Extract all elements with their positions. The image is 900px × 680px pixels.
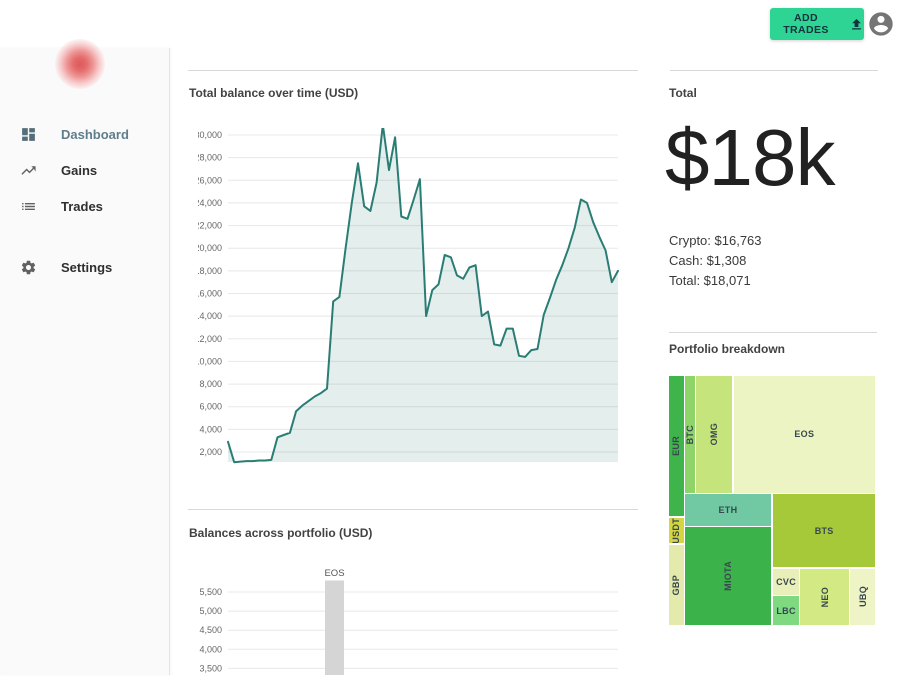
svg-text:22,000: 22,000 [198, 221, 222, 231]
grand-total-line: Total: $18,071 [669, 273, 751, 288]
svg-text:12,000: 12,000 [198, 334, 222, 344]
treemap-tile-label: ETH [718, 505, 738, 516]
balances-chart-title: Balances across portfolio (USD) [189, 526, 373, 540]
portfolio-treemap: EUR USDT GBP BTC OMG EOS ETH MIOTA BTS CVC LBC NEO U… [669, 376, 875, 625]
svg-text:4,000: 4,000 [199, 424, 222, 434]
treemap-tile-label: UBQ [857, 586, 868, 608]
sidebar: Dashboard Gains Trades Settings [0, 48, 170, 675]
svg-text:EOS: EOS [324, 568, 344, 579]
list-icon [20, 198, 37, 215]
svg-text:16,000: 16,000 [198, 289, 222, 299]
balance-chart-title: Total balance over time (USD) [189, 86, 359, 100]
svg-text:5,000: 5,000 [199, 606, 222, 616]
sidebar-item-settings[interactable]: Settings [0, 249, 170, 285]
treemap-tile-label: USDT [671, 517, 682, 544]
app-logo [55, 39, 105, 89]
add-trades-label: ADD TRADES [783, 12, 829, 36]
svg-text:30,000: 30,000 [198, 130, 222, 140]
treemap-tile-label: NEO [819, 586, 830, 607]
gear-icon [20, 259, 37, 276]
total-card-title: Total [669, 86, 697, 100]
treemap-tile-label: OMG [709, 423, 720, 446]
svg-text:14,000: 14,000 [198, 311, 222, 321]
card-divider [188, 509, 638, 510]
treemap-tile-label: EUR [671, 436, 682, 456]
treemap-tile-label: GBP [671, 574, 682, 596]
card-divider [669, 332, 877, 333]
treemap-tile-omg[interactable]: OMG [696, 376, 733, 493]
treemap-tile-label: BTS [814, 525, 834, 536]
treemap-tile-neo[interactable]: NEO [799, 568, 850, 625]
balance-over-time-chart: 30,000 28,000 26,000 24,000 22,000 20,000 18,0… [194, 123, 622, 468]
treemap-tile-label: EOS [794, 429, 815, 440]
treemap-tile-eth[interactable]: ETH [685, 494, 771, 526]
upload-icon [849, 17, 864, 32]
svg-text:10,000: 10,000 [198, 356, 222, 366]
treemap-tile-eur[interactable]: EUR [669, 376, 684, 516]
card-divider [188, 70, 638, 71]
treemap-tile-label: MIOTA [722, 561, 733, 592]
svg-text:20,000: 20,000 [198, 243, 222, 253]
balances-bar-chart: 5,500 5,000 4,500 4,000 3,500 EOS [198, 560, 622, 675]
treemap-tile-miota[interactable]: MIOTA [685, 527, 771, 625]
trending-up-icon [20, 162, 37, 179]
svg-text:8,000: 8,000 [199, 379, 222, 389]
svg-text:26,000: 26,000 [198, 175, 222, 185]
dashboard-icon [20, 126, 37, 143]
portfolio-card-title: Portfolio breakdown [669, 342, 786, 356]
svg-text:6,000: 6,000 [199, 402, 222, 412]
svg-text:4,500: 4,500 [199, 625, 222, 635]
svg-text:4,000: 4,000 [199, 644, 222, 654]
sidebar-item-label: Settings [61, 259, 113, 275]
cash-total-line: Cash: $1,308 [669, 253, 747, 268]
sidebar-item-label: Trades [61, 198, 103, 214]
card-divider [670, 70, 878, 71]
treemap-tile-eos[interactable]: EOS [733, 376, 875, 493]
sidebar-item-dashboard[interactable]: Dashboard [0, 116, 170, 152]
svg-text:5,500: 5,500 [199, 587, 222, 597]
treemap-tile-label: CVC [776, 576, 796, 587]
total-big-value: $18k [665, 113, 835, 202]
treemap-tile-bts[interactable]: BTS [773, 494, 875, 568]
treemap-tile-ubq[interactable]: UBQ [850, 568, 875, 625]
treemap-tile-gbp[interactable]: GBP [669, 544, 684, 625]
crypto-total-line: Crypto: $16,763 [669, 233, 762, 248]
sidebar-item-label: Dashboard [61, 126, 129, 142]
treemap-tile-btc[interactable]: BTC [685, 376, 695, 493]
svg-text:28,000: 28,000 [198, 153, 222, 163]
svg-text:18,000: 18,000 [198, 266, 222, 276]
sidebar-item-trades[interactable]: Trades [0, 188, 170, 224]
account-circle-icon[interactable] [867, 10, 895, 38]
treemap-tile-label: BTC [685, 424, 695, 444]
sidebar-item-label: Gains [61, 162, 98, 178]
treemap-tile-lbc[interactable]: LBC [773, 596, 799, 625]
treemap-tile-label: LBC [776, 605, 796, 616]
svg-text:24,000: 24,000 [198, 198, 222, 208]
treemap-tile-cvc[interactable]: CVC [773, 568, 799, 596]
sidebar-item-gains[interactable]: Gains [0, 152, 170, 188]
top-bar: ADD TRADES [0, 0, 900, 48]
add-trades-button[interactable]: ADD TRADES [770, 8, 864, 40]
svg-text:3,500: 3,500 [199, 663, 222, 673]
svg-text:2,000: 2,000 [199, 447, 222, 457]
treemap-tile-usdt[interactable]: USDT [669, 517, 684, 544]
